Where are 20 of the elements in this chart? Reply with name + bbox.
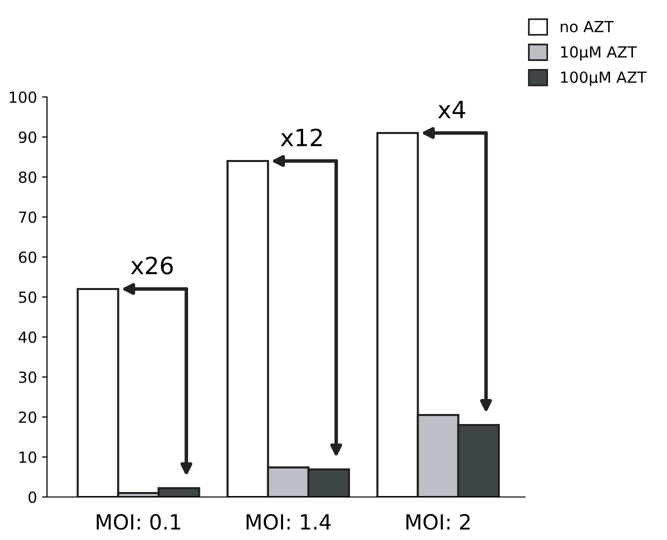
y-tick-label: 40	[18, 331, 36, 344]
legend-label: no AZT	[560, 21, 614, 32]
y-tick-label: 30	[19, 371, 36, 384]
y-tick-label: 0	[28, 491, 36, 504]
y-tick-label: 90	[18, 131, 36, 144]
x-tick-label: MOI: 0.1	[96, 514, 180, 530]
x-tick-label: MOI: 1.4	[246, 514, 331, 530]
y-tick-label: 80	[18, 171, 36, 184]
y-tick-label: 20	[18, 411, 36, 424]
annotation: x12	[280, 128, 322, 146]
x-tick-label: MOI: 2	[406, 514, 470, 530]
y-tick-label: 70	[19, 211, 36, 224]
y-tick-label: 10	[20, 451, 36, 464]
legend-label: 100µM AZT	[561, 71, 647, 86]
annotation: x4	[438, 100, 466, 118]
y-tick-label: 50	[19, 291, 36, 304]
legend-label: 10µM AZT	[561, 46, 637, 61]
annotation: x26	[130, 256, 173, 274]
y-tick-label: 60	[18, 251, 36, 264]
y-tick-label: 100	[10, 91, 36, 104]
